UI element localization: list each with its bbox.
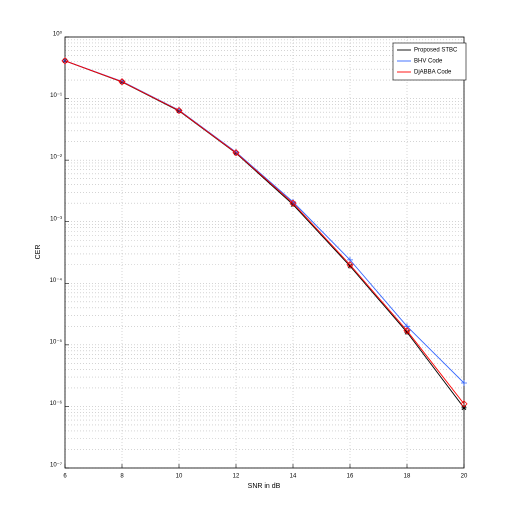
x-tick-label: 16 [347,474,354,480]
x-tick-label: 6 [63,474,67,480]
legend-box [392,42,467,81]
y-tick-label: 10⁻⁷ [50,462,62,469]
series-line [64,60,465,409]
y-tick-label: 10⁰ [53,31,63,38]
x-tick-label: 10 [176,474,183,480]
marker [461,380,467,387]
y-tick-label: 10⁻⁵ [50,338,63,345]
legend-label: DjABBA Code [414,70,452,76]
marker [404,329,410,335]
marker [403,327,411,335]
x-tick-label: 14 [290,474,297,480]
marker [347,263,353,269]
marker [175,106,183,115]
marker [118,78,126,86]
marker [460,400,468,408]
marker [346,261,354,269]
plot-frame [64,36,465,469]
marker [62,57,68,64]
series-line [64,60,465,405]
marker [461,405,467,411]
x-tick-label: 18 [404,474,411,480]
legend-label: BHV Code [414,59,443,65]
x-axis-label: SNR in dB [248,483,281,490]
marker [232,149,240,157]
x-tick-label: 20 [461,474,468,480]
y-tick-label: 10⁻⁴ [50,277,63,284]
marker [61,57,69,65]
y-tick-label: 10⁻¹ [50,93,62,99]
legend-label: Proposed STBC [414,48,458,54]
y-axis-label: CER [35,245,42,260]
x-tick-label: 8 [120,474,124,480]
y-tick-label: 10⁻³ [50,216,62,222]
x-tick-label: 12 [233,474,240,480]
y-tick-label: 10⁻⁶ [50,400,63,407]
marker [404,323,410,330]
legend: Proposed STBC BHV Code DjABBA Code [392,42,467,81]
y-tick-label: 10⁻² [50,155,62,161]
marker [289,199,297,207]
